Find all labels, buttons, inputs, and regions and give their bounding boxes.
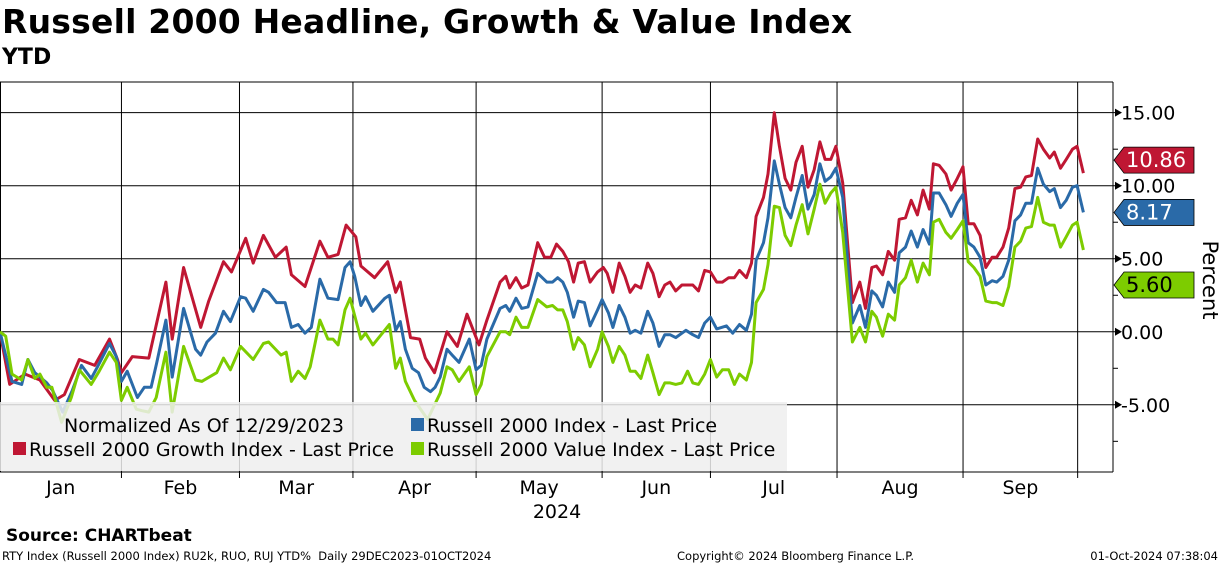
y-tick-arrow-icon [1115, 181, 1122, 190]
x-tick-label: Jun [640, 477, 671, 499]
footer-timestamp: 01-Oct-2024 07:38:04 [1090, 549, 1218, 563]
x-tick-label: Jul [761, 477, 785, 499]
legend: Normalized As Of 12/29/2023 Russell 2000… [0, 402, 787, 471]
y-tick-label: 10.00 [1121, 176, 1175, 198]
legend-label-growth: Russell 2000 Growth Index - Last Price [29, 439, 394, 461]
last-value-label-headline: 8.17 [1126, 200, 1173, 224]
legend-note: Normalized As Of 12/29/2023 [64, 415, 344, 437]
last-value-tag-value [1113, 271, 1195, 299]
legend-background [0, 402, 787, 471]
x-tick-label: Mar [278, 477, 314, 499]
last-value-tag-growth [1113, 146, 1195, 174]
series-line-value [0, 182, 1085, 424]
x-axis-year-label: 2024 [533, 501, 581, 523]
legend-swatch-headline [411, 418, 424, 431]
source-label: Source: CHARTbeat [6, 526, 192, 546]
y-axis-label: Percent [1198, 240, 1222, 319]
legend-swatch-growth [13, 442, 26, 455]
axes: 15.00 10.00 5.00 0.00 -5.00 Jan Feb Mar Apr May Ju… [45, 82, 1175, 499]
last-value-tags: 10.86 8.17 5.60 [1113, 146, 1195, 299]
x-tick-label: Sep [1002, 477, 1038, 499]
y-tick-label: 0.00 [1121, 322, 1163, 344]
series-line-headline [0, 159, 1085, 414]
last-value-label-growth: 10.86 [1126, 148, 1186, 172]
x-tick-label: Aug [881, 477, 918, 499]
footer-description: RTY Index (Russell 2000 Index) RU2k, RUO… [2, 549, 492, 563]
y-tick-arrow-icon [1115, 254, 1122, 263]
y-tick-label: -5.00 [1121, 395, 1170, 417]
footer-copyright: Copyright© 2024 Bloomberg Finance L.P. [677, 549, 914, 563]
legend-label-headline: Russell 2000 Index - Last Price [427, 415, 717, 437]
y-tick-label: 5.00 [1121, 249, 1163, 271]
chart-title: Russell 2000 Headline, Growth & Value In… [2, 2, 853, 41]
x-tick-label: May [519, 477, 558, 499]
y-tick-arrow-icon [1115, 108, 1122, 117]
last-value-tag-headline [1113, 199, 1195, 226]
y-tick-arrow-icon [1115, 327, 1122, 336]
legend-label-value: Russell 2000 Value Index - Last Price [427, 439, 775, 461]
legend-swatch-value [411, 442, 424, 455]
y-tick-label: 15.00 [1121, 103, 1175, 125]
x-tick-label: Apr [398, 477, 431, 499]
x-tick-label: Feb [164, 477, 198, 499]
last-value-label-value: 5.60 [1126, 273, 1173, 297]
x-tick-label: Jan [45, 477, 75, 499]
series-lines [0, 111, 1085, 424]
series-line-growth [0, 111, 1085, 402]
chart-subtitle: YTD [2, 45, 52, 70]
y-tick-arrow-icon [1115, 400, 1122, 409]
